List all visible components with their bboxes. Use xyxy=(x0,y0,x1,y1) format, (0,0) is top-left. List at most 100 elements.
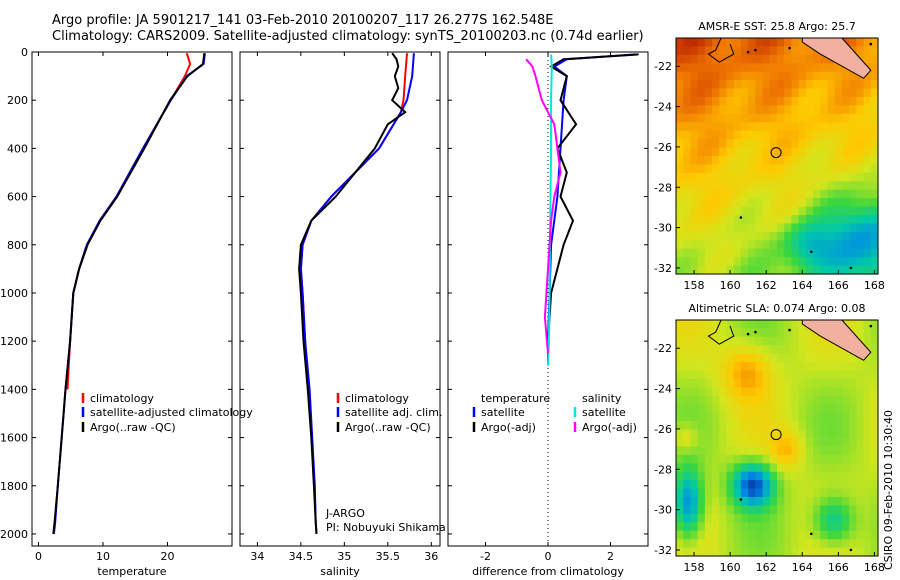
map-cell xyxy=(805,463,814,473)
map-cell xyxy=(813,497,821,507)
map-cell xyxy=(863,353,872,363)
map-cell xyxy=(733,172,742,182)
map-cell xyxy=(856,231,865,241)
reef-outline xyxy=(707,319,735,345)
map-cell xyxy=(690,370,699,380)
map-cell xyxy=(870,189,879,199)
map-title: AMSR-E SST: 25.8 Argo: 25.7 xyxy=(698,20,856,33)
map-cell xyxy=(791,353,800,363)
map-cell xyxy=(697,172,706,182)
map-cell xyxy=(856,362,865,372)
map-cell xyxy=(740,257,749,267)
map-cell xyxy=(769,488,778,498)
map-cell xyxy=(676,105,684,115)
map-cell xyxy=(762,71,771,81)
map-cell xyxy=(704,429,713,439)
map-cell xyxy=(856,181,865,191)
map-cell xyxy=(863,421,872,431)
map-cell xyxy=(697,454,706,464)
map-cell xyxy=(712,463,720,473)
map-cell xyxy=(755,46,764,56)
map-cell xyxy=(813,522,821,532)
map-cell xyxy=(704,513,713,523)
islet-dot xyxy=(810,250,813,254)
map-cell xyxy=(733,379,742,389)
map-cell xyxy=(813,379,821,389)
map-cell xyxy=(690,387,699,397)
map-cell xyxy=(827,156,836,166)
map-cell xyxy=(726,539,735,549)
map-cell xyxy=(755,505,764,515)
map-cell xyxy=(827,248,836,258)
map-cell xyxy=(690,438,699,448)
map-cell xyxy=(740,513,749,523)
map-cell xyxy=(733,488,742,498)
map-cell xyxy=(755,412,764,422)
map-cell xyxy=(697,370,706,380)
map-cell xyxy=(733,156,742,166)
map-cell xyxy=(690,54,699,64)
map-cell xyxy=(813,362,821,372)
map-cell xyxy=(856,429,865,439)
map-cell xyxy=(704,46,713,56)
map-cell xyxy=(697,353,706,363)
map-cell xyxy=(841,421,850,431)
map-cell xyxy=(683,353,692,363)
map-cell xyxy=(777,320,785,330)
map-cell xyxy=(856,164,865,174)
map-cell xyxy=(697,156,706,166)
map-cell xyxy=(683,387,692,397)
map-cell xyxy=(856,328,865,338)
map-cell xyxy=(704,164,713,174)
map-cell xyxy=(733,122,742,132)
map-cell xyxy=(726,353,735,363)
map-cell xyxy=(733,412,742,422)
map-cell xyxy=(690,105,699,115)
map-cell xyxy=(784,429,793,439)
map-cell xyxy=(798,54,807,64)
map-cell xyxy=(820,488,829,498)
map-cell xyxy=(683,522,692,532)
map-cell xyxy=(777,181,785,191)
map-cell xyxy=(676,63,684,73)
map-cell xyxy=(784,513,793,523)
map-cell xyxy=(798,71,807,81)
map-cell xyxy=(755,471,764,481)
map-cell xyxy=(841,240,850,250)
map-cell xyxy=(704,88,713,98)
map-cell xyxy=(798,257,807,267)
map-cell xyxy=(769,80,778,90)
map-cell xyxy=(777,530,785,540)
map-cell xyxy=(856,122,865,132)
map-cell xyxy=(870,147,879,157)
map-cell xyxy=(733,164,742,174)
map-cell xyxy=(719,198,728,208)
map-cell xyxy=(762,362,771,372)
map-cell xyxy=(683,88,692,98)
map-cell xyxy=(683,198,692,208)
map-cell xyxy=(798,156,807,166)
map-cell xyxy=(712,530,720,540)
map-cell xyxy=(849,513,857,523)
map-cell xyxy=(740,46,749,56)
map-cell xyxy=(784,139,793,149)
x-tick-label: 0 xyxy=(545,550,552,563)
map-cell xyxy=(726,215,735,225)
map-cell xyxy=(834,463,843,473)
map-cell xyxy=(676,362,684,372)
map-cell xyxy=(791,547,800,557)
map-cell xyxy=(769,248,778,258)
map-cell xyxy=(870,97,879,107)
map-cell xyxy=(712,122,720,132)
map-cell xyxy=(870,395,879,405)
map-cell xyxy=(870,379,879,389)
map-cell xyxy=(777,345,785,355)
map-cell xyxy=(676,379,684,389)
map-cell xyxy=(712,97,720,107)
map-cell xyxy=(769,206,778,216)
map-cell xyxy=(863,172,872,182)
map-cell xyxy=(676,46,684,56)
map-cell xyxy=(849,539,857,549)
map-y-tick-label: -28 xyxy=(654,181,672,194)
map-cell xyxy=(849,156,857,166)
